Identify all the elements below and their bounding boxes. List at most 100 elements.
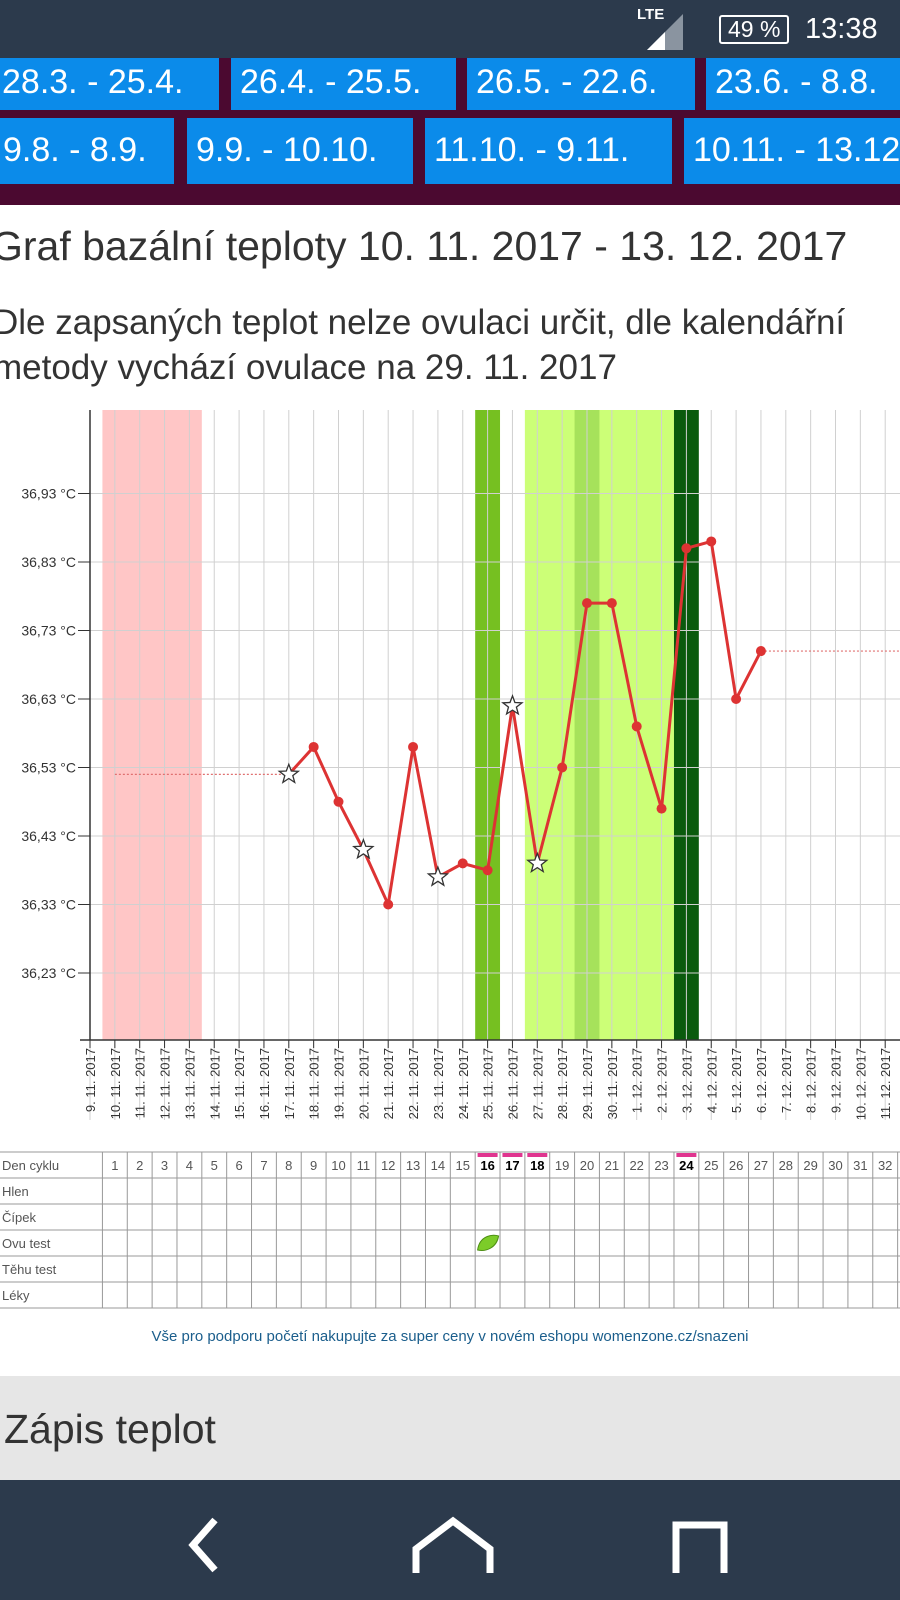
temperature-entry-section: Zápis teplot [0, 1376, 900, 1480]
ovulation-note: Dle zapsaných teplot nelze ovulaci určit… [0, 300, 845, 390]
network-type: LTE [637, 6, 665, 23]
temperature-point [582, 598, 592, 609]
date-label: 29. 11. 2017 [580, 1048, 595, 1119]
date-label: 24. 11. 2017 [456, 1048, 471, 1119]
date-label: 10. 12. 2017 [853, 1048, 868, 1120]
cycle-day-label: 9 [310, 1158, 317, 1173]
table-row-label: Těhu test [2, 1262, 57, 1277]
date-label: 11. 11. 2017 [133, 1048, 148, 1118]
date-label: 3. 12. 2017 [679, 1048, 694, 1113]
cycle-day-label: 11 [357, 1158, 371, 1173]
y-tick-label: 36,43 °C [21, 828, 76, 844]
section-title: Zápis teplot [4, 1406, 216, 1452]
date-label: 8. 12. 2017 [804, 1048, 819, 1113]
basal-temperature-chart: 36,93 °C 36,83 °C 36,73 °C 36,63 °C 36,53 °C… [0, 410, 900, 1309]
back-icon[interactable] [160, 1515, 250, 1575]
date-label: 16. 11. 2017 [257, 1048, 272, 1119]
temperature-point [333, 796, 344, 807]
y-tick-label: 36,93 °C [21, 486, 76, 502]
status-bar: LTE 49 % 13:38 [0, 0, 900, 58]
cycle-day-label: 8 [285, 1158, 292, 1173]
cycle-day-marker [676, 1153, 697, 1157]
cycle-day-label: 29 [803, 1158, 817, 1173]
table-row-label: Čípek [2, 1210, 36, 1225]
cycle-day-label: 16 [480, 1158, 494, 1173]
chart-title: Graf bazální teploty 10. 11. 2017 - 13. … [0, 223, 848, 269]
date-label: 2. 12. 2017 [655, 1048, 670, 1113]
cycle-day-label: 28 [779, 1158, 793, 1173]
recents-icon[interactable] [655, 1515, 745, 1575]
temperature-line [287, 539, 763, 910]
temperature-point [606, 598, 617, 609]
table-row-label: Den cyklu [2, 1158, 59, 1173]
ovu-test-leaf-icon [477, 1234, 500, 1251]
cycle-day-label: 7 [260, 1158, 267, 1173]
temperature-point [706, 536, 717, 547]
temperature-point [681, 543, 692, 554]
cycle-day-label: 3 [161, 1158, 168, 1173]
y-tick-label: 36,23 °C [21, 965, 76, 981]
cycle-day-label: 17 [505, 1158, 519, 1173]
temperature-point-star [501, 694, 524, 716]
table-row-label: Hlen [2, 1184, 29, 1199]
period-tab[interactable]: 9.8. - 8.9. [0, 118, 174, 184]
cycle-day-label: 23 [654, 1158, 668, 1173]
temperature-point-star [352, 837, 375, 860]
period-tab[interactable]: 26.5. - 22.6. [467, 58, 695, 110]
temperature-point-star [426, 865, 450, 887]
android-nav-bar [0, 1480, 900, 1600]
temperature-point [482, 865, 493, 876]
promo-link[interactable]: Vše pro podporu početí nakupujte za supe… [151, 1328, 749, 1345]
cycle-day-label: 22 [629, 1158, 643, 1173]
home-icon[interactable] [408, 1515, 498, 1575]
cycle-day-label: 2 [136, 1158, 143, 1173]
signal-icon [647, 14, 683, 50]
date-label: 27. 11. 2017 [530, 1048, 545, 1119]
date-label: 12. 11. 2017 [158, 1048, 173, 1119]
date-label: 28. 11. 2017 [555, 1048, 570, 1119]
cycle-day-label: 1 [111, 1158, 118, 1173]
temperature-point [656, 803, 667, 814]
date-label: 9. 11. 2017 [83, 1048, 98, 1112]
date-label: 19. 11. 2017 [332, 1048, 347, 1119]
date-label: 6. 12. 2017 [754, 1048, 769, 1113]
temperature-point [755, 646, 766, 657]
date-label: 15. 11. 2017 [232, 1048, 247, 1119]
date-label: 1. 12. 2017 [630, 1048, 645, 1113]
period-tab[interactable]: 26.4. - 25.5. [231, 58, 456, 110]
temperature-point [457, 858, 468, 869]
ovulation-note-line: metody vychází ovulace na 29. 11. 2017 [0, 348, 617, 387]
period-tab[interactable]: 9.9. - 10.10. [187, 118, 413, 184]
period-tab[interactable]: 11.10. - 9.11. [425, 118, 672, 184]
y-tick-label: 36,33 °C [21, 897, 76, 913]
temperature-point [731, 694, 742, 704]
cycle-day-label: 20 [580, 1158, 594, 1173]
date-label: 18. 11. 2017 [307, 1048, 322, 1119]
temperature-point [557, 762, 568, 773]
date-label: 22. 11. 2017 [406, 1048, 421, 1119]
date-label: 21. 11. 2017 [381, 1048, 396, 1119]
date-label: 4. 12. 2017 [704, 1048, 719, 1113]
period-tab[interactable]: 23.6. - 8.8. [706, 58, 900, 110]
date-label: 10. 11. 2017 [108, 1048, 123, 1119]
cycle-day-label: 13 [406, 1158, 420, 1173]
cycle-day-label: 31 [853, 1158, 867, 1173]
cycle-day-label: 26 [729, 1158, 743, 1173]
cycle-day-label: 21 [605, 1158, 619, 1173]
clock: 13:38 [805, 13, 878, 45]
temperature-point-star [277, 762, 301, 784]
date-label: 14. 11. 2017 [207, 1048, 222, 1119]
fertility-band [102, 410, 202, 1040]
cycle-day-label: 4 [186, 1158, 193, 1173]
date-label: 5. 12. 2017 [729, 1048, 744, 1113]
period-tab[interactable]: 28.3. - 25.4. [0, 58, 219, 110]
cycle-day-label: 12 [381, 1158, 395, 1173]
cycle-day-marker [502, 1153, 523, 1157]
period-tab-active[interactable]: 10.11. - 13.12. [684, 118, 900, 184]
date-label: 13. 11. 2017 [182, 1048, 197, 1119]
date-label: 26. 11. 2017 [505, 1048, 520, 1119]
cycle-day-label: 24 [679, 1158, 694, 1173]
cycle-day-label: 6 [235, 1158, 242, 1173]
y-tick-label: 36,83 °C [21, 554, 76, 570]
cycle-day-label: 14 [431, 1158, 445, 1173]
